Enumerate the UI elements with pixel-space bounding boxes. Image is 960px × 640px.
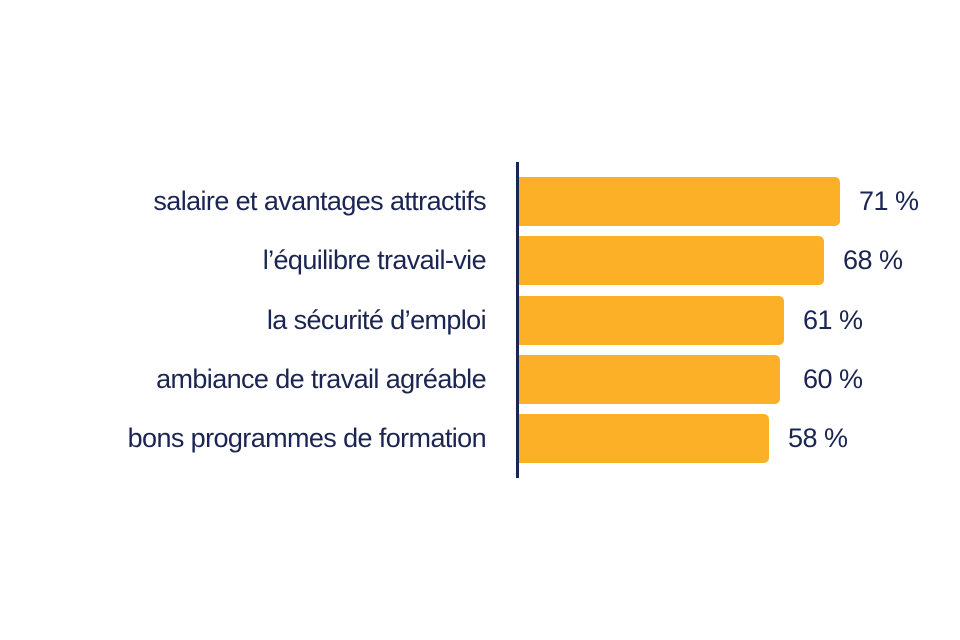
category-label: l’équilibre travail-vie [262,245,487,275]
category-label: salaire et avantages attractifs [153,186,486,216]
value-label: 61 % [803,305,863,335]
bar-row: bons programmes de formation 58 % [0,414,960,463]
value-label: 58 % [788,423,848,453]
category-label: la sécurité d’emploi [266,305,487,335]
bar [519,236,824,285]
bar-row: l’équilibre travail-vie 68 % [0,236,960,285]
value-label: 71 % [859,186,919,216]
bar [519,355,780,404]
value-label: 60 % [803,364,863,394]
bar-row: salaire et avantages attractifs 71 % [0,177,960,226]
bar [519,177,840,226]
category-label: bons programmes de formation [127,423,487,453]
value-label: 68 % [843,245,903,275]
bar [519,414,769,463]
bar-row: la sécurité d’emploi 61 % [0,296,960,345]
y-axis-line [516,162,519,478]
category-label: ambiance de travail agréable [156,364,487,394]
bar-row: ambiance de travail agréable 60 % [0,355,960,404]
bar [519,296,784,345]
